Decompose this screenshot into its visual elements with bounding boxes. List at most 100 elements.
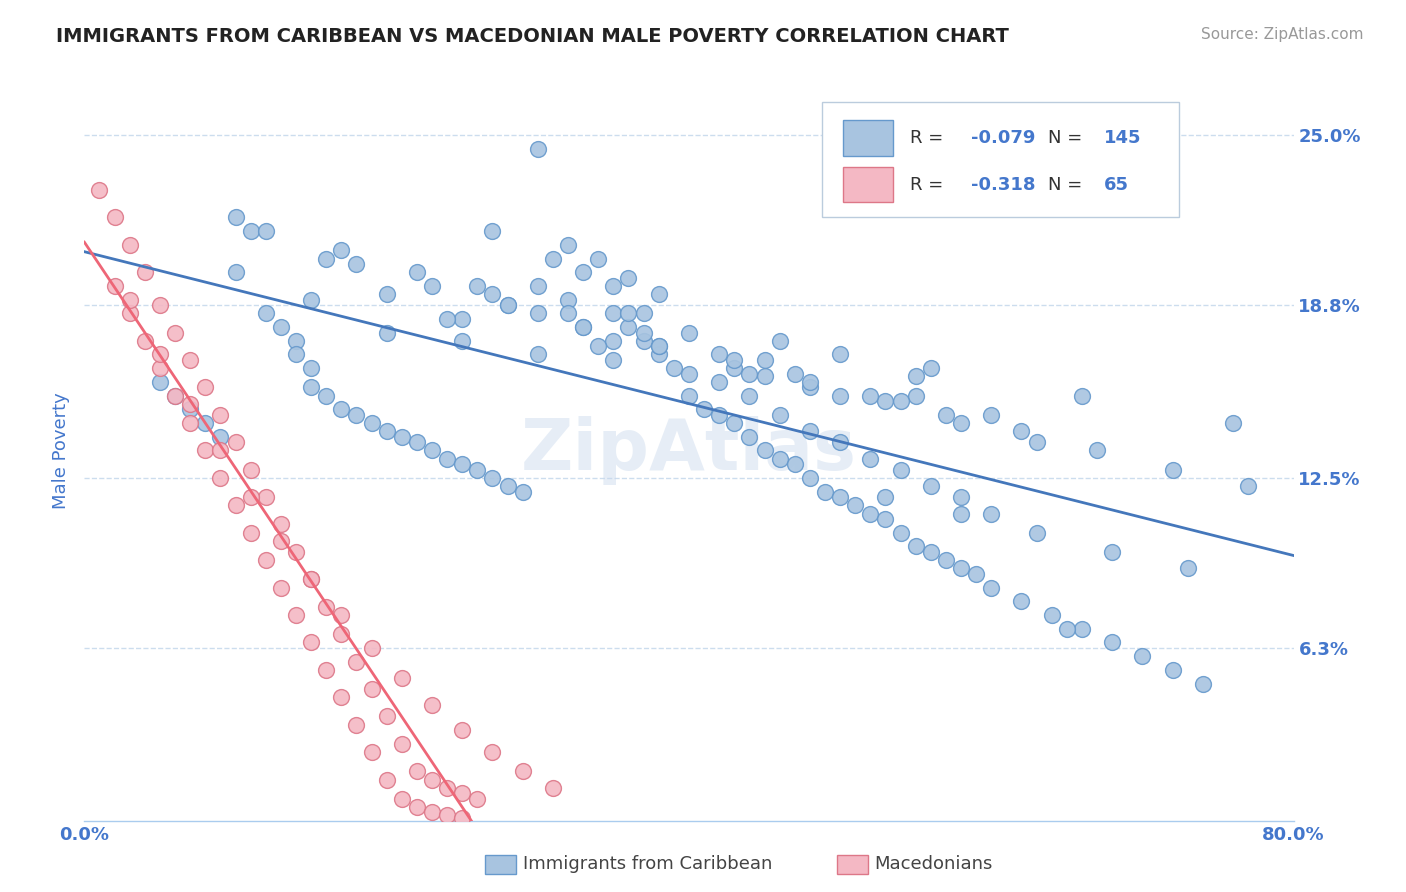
Point bbox=[360, 745, 382, 759]
Point bbox=[406, 435, 429, 450]
Point bbox=[194, 380, 217, 394]
Point bbox=[420, 698, 443, 713]
Text: 65: 65 bbox=[1104, 176, 1129, 194]
Point bbox=[239, 463, 262, 477]
Point bbox=[285, 347, 308, 361]
Point bbox=[875, 394, 897, 409]
Point bbox=[375, 709, 398, 723]
Y-axis label: Male Poverty: Male Poverty bbox=[52, 392, 70, 508]
Point bbox=[496, 479, 519, 493]
Point bbox=[738, 430, 761, 444]
Point bbox=[496, 298, 519, 312]
Text: -0.079: -0.079 bbox=[970, 129, 1035, 147]
Point bbox=[799, 375, 821, 389]
Point bbox=[709, 347, 731, 361]
Point bbox=[179, 397, 201, 411]
Point bbox=[1130, 649, 1153, 664]
Bar bbox=[837, 855, 868, 874]
Point bbox=[935, 408, 957, 422]
Point bbox=[179, 353, 201, 368]
Point bbox=[420, 805, 443, 820]
Point bbox=[859, 451, 882, 466]
Point bbox=[391, 671, 413, 685]
Point bbox=[920, 361, 942, 376]
Point bbox=[299, 572, 322, 586]
Point bbox=[572, 320, 595, 334]
Point bbox=[134, 334, 156, 348]
Point bbox=[541, 252, 564, 266]
Point bbox=[467, 791, 489, 805]
Point bbox=[360, 416, 382, 430]
Point bbox=[512, 484, 534, 499]
Point bbox=[527, 142, 550, 156]
Point bbox=[451, 334, 474, 348]
Point bbox=[118, 293, 141, 307]
Point bbox=[830, 435, 852, 450]
Point bbox=[709, 408, 731, 422]
Point bbox=[315, 252, 337, 266]
Point bbox=[950, 416, 973, 430]
Point bbox=[1085, 443, 1108, 458]
Point bbox=[165, 389, 187, 403]
Text: ZipAtlas: ZipAtlas bbox=[522, 416, 856, 485]
Point bbox=[299, 635, 322, 649]
Point bbox=[346, 257, 368, 271]
Point bbox=[875, 512, 897, 526]
Point bbox=[406, 800, 429, 814]
Point bbox=[723, 416, 745, 430]
Point bbox=[950, 507, 973, 521]
Text: Source: ZipAtlas.com: Source: ZipAtlas.com bbox=[1201, 27, 1364, 42]
FancyBboxPatch shape bbox=[823, 103, 1178, 218]
Point bbox=[496, 298, 519, 312]
Point bbox=[859, 507, 882, 521]
Point bbox=[330, 402, 353, 417]
Point bbox=[633, 334, 655, 348]
Point bbox=[830, 389, 852, 403]
Point bbox=[890, 394, 912, 409]
Point bbox=[512, 764, 534, 779]
Point bbox=[330, 690, 353, 705]
Point bbox=[1071, 389, 1094, 403]
Point bbox=[617, 306, 640, 320]
Point bbox=[299, 380, 322, 394]
Point bbox=[783, 457, 806, 471]
Point bbox=[118, 237, 141, 252]
Point bbox=[1071, 622, 1094, 636]
Point bbox=[270, 320, 292, 334]
Point bbox=[134, 265, 156, 279]
Point bbox=[950, 561, 973, 575]
Point bbox=[1222, 416, 1244, 430]
Point bbox=[678, 367, 700, 381]
Point bbox=[285, 334, 308, 348]
Text: IMMIGRANTS FROM CARIBBEAN VS MACEDONIAN MALE POVERTY CORRELATION CHART: IMMIGRANTS FROM CARIBBEAN VS MACEDONIAN … bbox=[56, 27, 1010, 45]
Point bbox=[391, 791, 413, 805]
Point bbox=[1011, 594, 1033, 608]
Text: -0.318: -0.318 bbox=[970, 176, 1035, 194]
Bar bbox=[842, 167, 893, 202]
Point bbox=[451, 723, 474, 738]
Point bbox=[346, 408, 368, 422]
Point bbox=[648, 287, 671, 301]
Point bbox=[270, 533, 292, 548]
Point bbox=[436, 808, 458, 822]
Point bbox=[406, 265, 429, 279]
Point bbox=[783, 367, 806, 381]
Point bbox=[149, 298, 172, 312]
Point bbox=[360, 640, 382, 655]
Point bbox=[723, 353, 745, 368]
Point bbox=[1192, 676, 1215, 690]
Point bbox=[633, 306, 655, 320]
Point bbox=[617, 270, 640, 285]
Point bbox=[1056, 622, 1078, 636]
Point bbox=[225, 211, 247, 225]
Point bbox=[769, 451, 792, 466]
Point bbox=[527, 347, 550, 361]
Point bbox=[436, 780, 458, 795]
Point bbox=[1011, 424, 1033, 438]
Point bbox=[165, 389, 187, 403]
Point bbox=[391, 737, 413, 751]
Point bbox=[1025, 525, 1047, 540]
Bar bbox=[485, 855, 516, 874]
Point bbox=[844, 498, 866, 512]
Point bbox=[406, 764, 429, 779]
